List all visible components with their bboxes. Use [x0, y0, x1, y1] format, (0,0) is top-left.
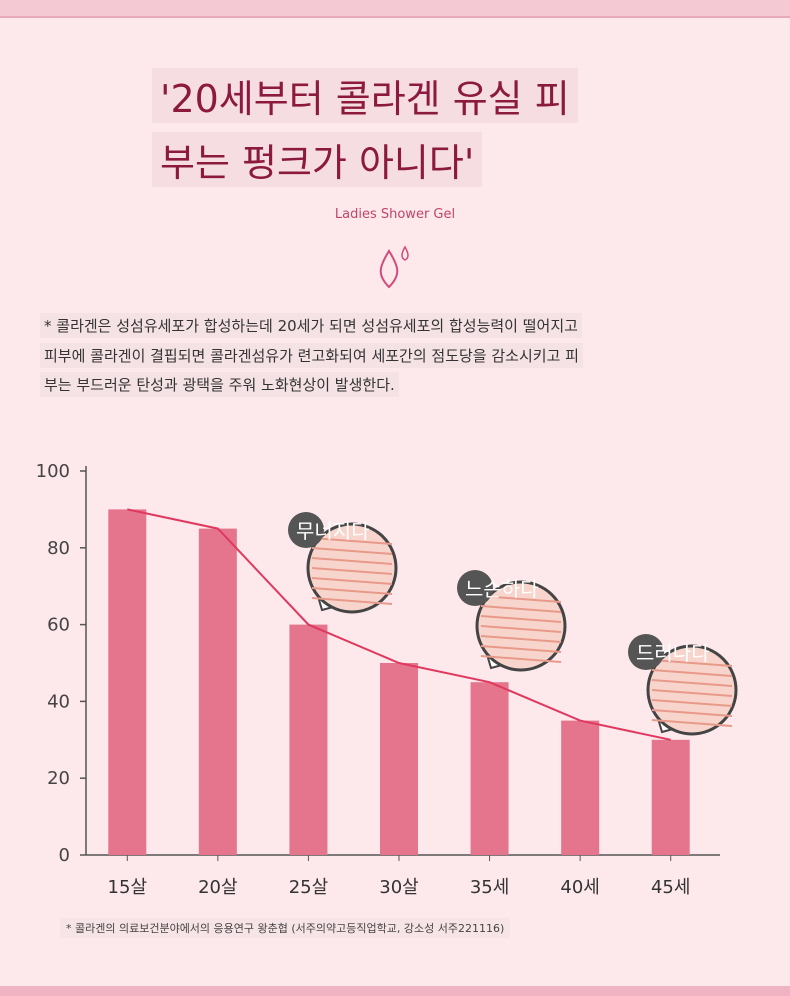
skin-texture: [480, 605, 562, 613]
subtitle: Ladies Shower Gel: [334, 207, 456, 222]
skin-texture: [480, 595, 562, 603]
bubble-badge: [457, 570, 493, 606]
title-line: 부는 펑크가 아니다': [152, 132, 483, 187]
bar: [470, 682, 509, 855]
skin-texture: [311, 597, 393, 605]
y-tick-label: 100: [36, 461, 70, 482]
skin-texture: [311, 567, 393, 575]
x-tick-label: 25살: [289, 877, 328, 898]
skin-texture: [480, 655, 562, 663]
skin-texture: [651, 699, 733, 707]
skin-texture: [651, 689, 733, 697]
x-tick-label: 30살: [379, 877, 418, 898]
bar: [651, 739, 690, 855]
top-band: [0, 0, 790, 18]
bubble-label: 무너지다: [296, 519, 370, 543]
skin-texture: [311, 547, 393, 555]
trend-line: [127, 508, 671, 741]
skin-texture: [651, 669, 733, 677]
skin-texture: [480, 645, 562, 653]
description-line: * 콜라겐은 성섬유세포가 합성하는데 20세가 되면 성섬유세포의 합성능력이…: [40, 313, 582, 338]
skin-texture: [651, 659, 733, 667]
y-tick-label: 20: [47, 768, 70, 789]
y-tick-label: 80: [47, 538, 70, 559]
bar: [380, 663, 418, 855]
bubble-badge: [288, 512, 324, 548]
footnote: * 콜라겐의 의료보건분야에서의 응용연구 왕춘협 (서주의약고등직업학교, 강…: [60, 918, 511, 938]
x-tick-label: 40세: [560, 877, 599, 898]
x-tick-label: 15살: [108, 877, 147, 898]
skin-texture: [480, 635, 562, 643]
bar: [108, 509, 147, 855]
bar: [561, 720, 600, 855]
y-tick-label: 40: [47, 691, 70, 712]
skin-texture: [651, 709, 733, 717]
skin-texture: [311, 577, 393, 585]
skin-texture: [311, 557, 393, 565]
description-line: 피부에 콜라겐이 결핍되면 콜라겐섬유가 련고화되여 세포간의 점도당을 감소시…: [40, 343, 583, 368]
y-tick-label: 60: [47, 615, 70, 636]
x-tick-label: 20살: [198, 877, 237, 898]
skin-texture: [311, 537, 393, 545]
bar: [289, 624, 328, 855]
skin-texture: [651, 679, 733, 687]
description-line: 부는 부드러운 탄성과 광택을 주워 노화현상이 발생한다.: [40, 372, 399, 397]
bubble-label: 드러나다: [636, 641, 710, 665]
skin-texture: [480, 625, 562, 633]
skin-texture: [480, 615, 562, 623]
drop-icon: [379, 245, 409, 289]
x-tick-label: 35세: [470, 877, 509, 898]
skin-texture: [651, 719, 733, 727]
bar: [198, 528, 237, 855]
x-tick-label: 45세: [651, 877, 690, 898]
bottom-band: [0, 986, 790, 996]
y-tick-label: 0: [59, 845, 70, 866]
bubble-label: 느슨하다: [465, 577, 539, 601]
skin-texture: [311, 587, 393, 595]
title-line: '20세부터 콜라겐 유실 피: [152, 68, 578, 123]
chart: 0 20 40 60 80 100 15살 20살 25살 30살 35세 40세 45세 무너지다느슨하…: [36, 461, 738, 898]
bubble-badge: [628, 634, 664, 670]
